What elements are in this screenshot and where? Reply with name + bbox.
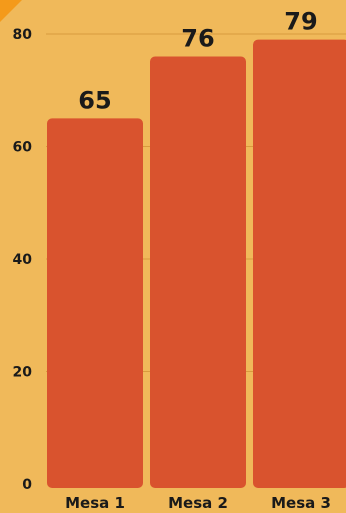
data-label: 79	[284, 8, 317, 36]
bar	[150, 56, 246, 488]
y-axis: 0 20 40 60 80	[13, 27, 33, 493]
data-labels: 65 76 79	[78, 8, 317, 115]
data-label: 76	[181, 25, 214, 53]
x-tick-label: Mesa 2	[168, 494, 228, 512]
y-tick-label: 0	[22, 477, 32, 493]
bar	[253, 39, 346, 488]
x-axis: Mesa 1 Mesa 2 Mesa 3	[65, 494, 331, 512]
y-tick-label: 80	[13, 27, 33, 43]
bars	[47, 39, 346, 488]
y-tick-label: 20	[13, 365, 33, 381]
y-tick-label: 60	[13, 140, 33, 156]
bar	[47, 118, 143, 488]
corner-accent	[0, 0, 22, 22]
x-tick-label: Mesa 1	[65, 494, 125, 512]
y-tick-label: 40	[13, 252, 33, 268]
x-tick-label: Mesa 3	[271, 494, 331, 512]
data-label: 65	[78, 86, 111, 114]
